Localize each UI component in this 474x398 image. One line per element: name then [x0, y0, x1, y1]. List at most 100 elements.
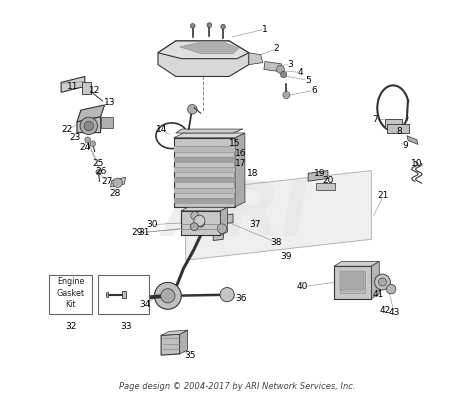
Circle shape [155, 283, 181, 309]
Polygon shape [180, 43, 239, 54]
Polygon shape [161, 334, 180, 355]
Bar [340, 271, 365, 293]
Circle shape [283, 92, 290, 99]
Circle shape [96, 170, 101, 175]
Text: 11: 11 [67, 82, 79, 91]
Bar [340, 271, 364, 290]
Text: 40: 40 [297, 282, 308, 291]
Text: 23: 23 [69, 133, 81, 142]
Circle shape [191, 223, 198, 230]
Text: 34: 34 [140, 300, 151, 309]
Circle shape [90, 141, 95, 146]
Text: 18: 18 [247, 169, 258, 178]
Polygon shape [77, 105, 105, 122]
Circle shape [191, 23, 195, 28]
Polygon shape [308, 171, 328, 181]
Text: 27: 27 [102, 177, 113, 186]
Polygon shape [334, 266, 371, 298]
Bar [387, 124, 409, 133]
Text: 9: 9 [402, 141, 408, 150]
Polygon shape [334, 261, 379, 266]
FancyBboxPatch shape [49, 275, 92, 314]
Circle shape [220, 287, 234, 302]
Text: 19: 19 [314, 169, 326, 178]
Text: 41: 41 [373, 290, 384, 299]
Circle shape [374, 274, 391, 290]
Circle shape [207, 23, 212, 27]
Polygon shape [181, 207, 228, 211]
Polygon shape [174, 133, 245, 138]
Circle shape [85, 137, 91, 142]
Polygon shape [180, 330, 188, 354]
Text: 22: 22 [62, 125, 73, 135]
Polygon shape [188, 199, 203, 227]
Text: 42: 42 [380, 306, 391, 315]
Text: 26: 26 [95, 167, 106, 176]
Bar [221, 131, 237, 146]
Polygon shape [176, 129, 243, 133]
Polygon shape [220, 207, 228, 235]
Polygon shape [249, 53, 263, 64]
Text: 28: 28 [109, 189, 121, 197]
Text: 37: 37 [249, 220, 261, 229]
Text: 6: 6 [311, 86, 317, 95]
Circle shape [379, 278, 386, 286]
Text: Page design © 2004-2017 by ARI Network Services, Inc.: Page design © 2004-2017 by ARI Network S… [119, 382, 355, 391]
Text: 13: 13 [104, 98, 116, 107]
Text: ARI: ARI [164, 178, 310, 252]
Text: 15: 15 [229, 139, 241, 148]
Polygon shape [213, 214, 233, 240]
Circle shape [221, 24, 226, 29]
Polygon shape [371, 261, 379, 298]
Bar [122, 291, 127, 298]
Polygon shape [110, 177, 126, 187]
Text: 4: 4 [297, 68, 303, 77]
Polygon shape [161, 330, 188, 336]
Text: 43: 43 [389, 308, 400, 317]
Circle shape [113, 178, 122, 187]
Text: 17: 17 [235, 159, 246, 168]
Bar [264, 62, 282, 72]
Text: 36: 36 [235, 294, 246, 303]
Circle shape [191, 212, 199, 220]
Text: 7: 7 [373, 115, 378, 125]
Text: 16: 16 [235, 149, 246, 158]
Circle shape [161, 289, 175, 303]
Bar [100, 117, 112, 128]
Text: 30: 30 [146, 220, 158, 229]
Text: 2: 2 [273, 44, 279, 53]
Bar [174, 157, 235, 162]
Text: 38: 38 [271, 238, 283, 247]
Bar [174, 167, 235, 172]
Text: 8: 8 [396, 127, 402, 136]
Bar [174, 198, 235, 203]
Polygon shape [407, 136, 418, 144]
Bar [385, 119, 402, 128]
Polygon shape [158, 41, 249, 76]
Circle shape [276, 65, 284, 73]
Text: 24: 24 [79, 143, 91, 152]
Polygon shape [158, 41, 249, 59]
Polygon shape [186, 171, 371, 260]
Polygon shape [77, 117, 100, 133]
Text: 32: 32 [65, 322, 77, 331]
Polygon shape [174, 138, 235, 207]
FancyBboxPatch shape [98, 275, 149, 314]
Text: 5: 5 [305, 76, 311, 85]
Circle shape [84, 121, 93, 131]
Text: 39: 39 [281, 252, 292, 261]
Circle shape [188, 105, 197, 114]
Circle shape [281, 71, 287, 78]
Bar [174, 177, 235, 182]
Circle shape [80, 117, 98, 135]
Text: 1: 1 [262, 25, 267, 33]
Circle shape [217, 224, 227, 233]
Text: 33: 33 [120, 322, 131, 331]
Circle shape [194, 215, 205, 226]
Bar [106, 292, 108, 297]
Text: 12: 12 [89, 86, 100, 95]
Polygon shape [181, 211, 220, 235]
Text: 14: 14 [156, 125, 168, 135]
Text: 31: 31 [138, 228, 150, 237]
Bar [316, 183, 335, 190]
